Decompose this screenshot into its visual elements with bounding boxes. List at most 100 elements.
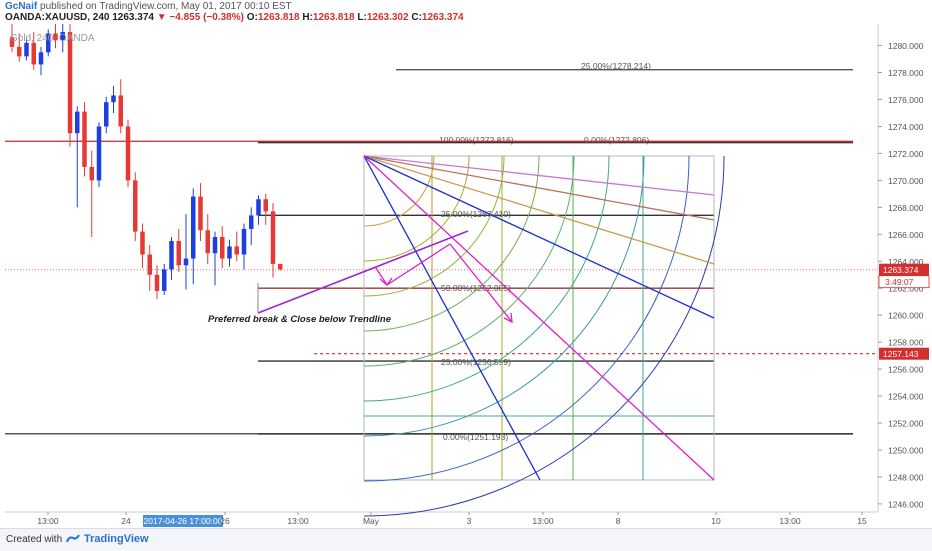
published-text: published on TradingView.com, May 01, 20… [40, 1, 292, 12]
crosshair-time-badge [143, 515, 223, 527]
candle-body [96, 126, 102, 181]
price-tick-label: 1262.000 [888, 284, 924, 294]
candle-body [17, 46, 22, 57]
candle-body [67, 32, 73, 134]
candle-body [60, 32, 65, 41]
candle-body [125, 126, 131, 181]
price-scale[interactable]: 1280.000 1278.000 1276.000 1274.000 1272.000… [877, 24, 924, 512]
price-tick-label: 1272.000 [888, 149, 924, 159]
gann-arc [363, 155, 575, 367]
candle-body [75, 111, 80, 134]
price-change: ▼ −4.855 (−0.38%) [156, 12, 244, 23]
price-tick-label: 1246.000 [888, 499, 924, 509]
candle-body [212, 236, 218, 254]
countdown-badge [878, 275, 930, 289]
candle-body [198, 196, 203, 231]
candle-body [9, 37, 15, 47]
price-tick-label: 1268.000 [888, 203, 924, 213]
gann-arc [363, 155, 645, 437]
symbol-label[interactable]: OANDA:XAUUSD, 240 [5, 12, 110, 23]
price-tick-label: 1260.000 [888, 311, 924, 321]
time-tick-label: 15 [857, 516, 867, 526]
candle-body [46, 33, 51, 53]
price-tick-label: 1250.000 [888, 445, 924, 455]
gann-arc [363, 155, 505, 297]
time-tick-label: 24 [121, 516, 131, 526]
gann-arc [363, 155, 725, 517]
time-tick-label: May [363, 516, 380, 526]
plot-area[interactable] [5, 24, 878, 512]
gann-arc [363, 155, 690, 482]
time-tick-label: 3 [467, 516, 472, 526]
price-tick-label: 1276.000 [888, 95, 924, 105]
price-tick-label: 1256.000 [888, 365, 924, 375]
close-label: C: [411, 12, 422, 23]
price-chart[interactable]: 1280.000 1278.000 1276.000 1274.000 1272.000… [0, 0, 932, 528]
price-tick-label: 1266.000 [888, 230, 924, 240]
open-value: 1263.818 [257, 12, 300, 23]
current-price-badge [879, 263, 929, 276]
open-label: O: [246, 12, 258, 23]
candle-body [183, 258, 189, 266]
tradingview-brand[interactable]: TradingView [84, 533, 149, 545]
price-tick-label: 1258.000 [888, 338, 924, 348]
gann-arc [363, 155, 435, 227]
time-tick-label: 13:00 [779, 516, 801, 526]
rising-trendline [257, 230, 469, 314]
created-with-text: Created with [6, 534, 63, 545]
footer-bar: Created with TradingView [0, 528, 932, 551]
target-arrow [449, 243, 513, 323]
author-link[interactable]: GcNaif [5, 1, 38, 12]
candle-body [241, 228, 247, 255]
candle-body [140, 231, 145, 255]
price-level-label: 100.00%(1272.816) [439, 135, 514, 145]
price-tick-label: 1264.000 [888, 257, 924, 267]
candle-body [227, 246, 232, 259]
candle-body [256, 199, 261, 216]
time-tick-label: 26 [220, 516, 230, 526]
gann-arc [363, 155, 610, 402]
price-level-label: 0.00%(1272.806) [584, 135, 649, 145]
gann-fan-line [363, 155, 541, 481]
candle-body [270, 211, 276, 264]
gann-arc [363, 155, 470, 262]
drawing-tools [257, 155, 725, 517]
tradingview-logo-icon [66, 534, 80, 543]
gann-fan-line [363, 155, 715, 196]
candle-body [234, 246, 239, 255]
candle-body [220, 236, 225, 259]
candle-body [38, 52, 44, 65]
candle-body [205, 230, 210, 254]
low-label: L: [357, 12, 367, 23]
price-tick-label: 1270.000 [888, 176, 924, 186]
gann-fan-line [363, 155, 715, 481]
price-tick-label: 1278.000 [888, 68, 924, 78]
price-tick-label: 1252.000 [888, 419, 924, 429]
trendline-annotation: Preferred break & Close below Trendline [208, 314, 392, 325]
price-tick-label: 1248.000 [888, 472, 924, 482]
time-tick-label: 8 [616, 516, 621, 526]
gann-fan-line [363, 155, 715, 265]
candle-body [147, 254, 152, 275]
candle-body [169, 241, 174, 270]
candle-body [31, 42, 36, 65]
current-price-value: 1263.374 [883, 265, 919, 275]
price-level-label: 25.00%(1278.214) [581, 61, 651, 71]
candles [9, 24, 283, 300]
close-value: 1263.374 [421, 12, 464, 23]
candle-body [104, 102, 109, 127]
price-level-label: 0.00%(1251.193) [443, 432, 508, 442]
target-price-badge [879, 347, 929, 360]
chart-header: GcNaif published on TradingView.com, May… [0, 0, 932, 24]
time-tick-label: 13:00 [287, 516, 309, 526]
candle-body [162, 269, 167, 291]
candle-body [263, 199, 268, 212]
price-level-label: 50.00%(1262.005) [441, 283, 511, 293]
candle-body [53, 33, 58, 41]
time-tick-label: 13:00 [532, 516, 554, 526]
time-tick-label: 10 [711, 516, 721, 526]
time-tick-label: 13:00 [37, 516, 59, 526]
quote-line: OANDA:XAUUSD, 240 1263.374 ▼ −4.855 (−0.… [5, 12, 464, 23]
low-value: 1263.302 [366, 12, 409, 23]
